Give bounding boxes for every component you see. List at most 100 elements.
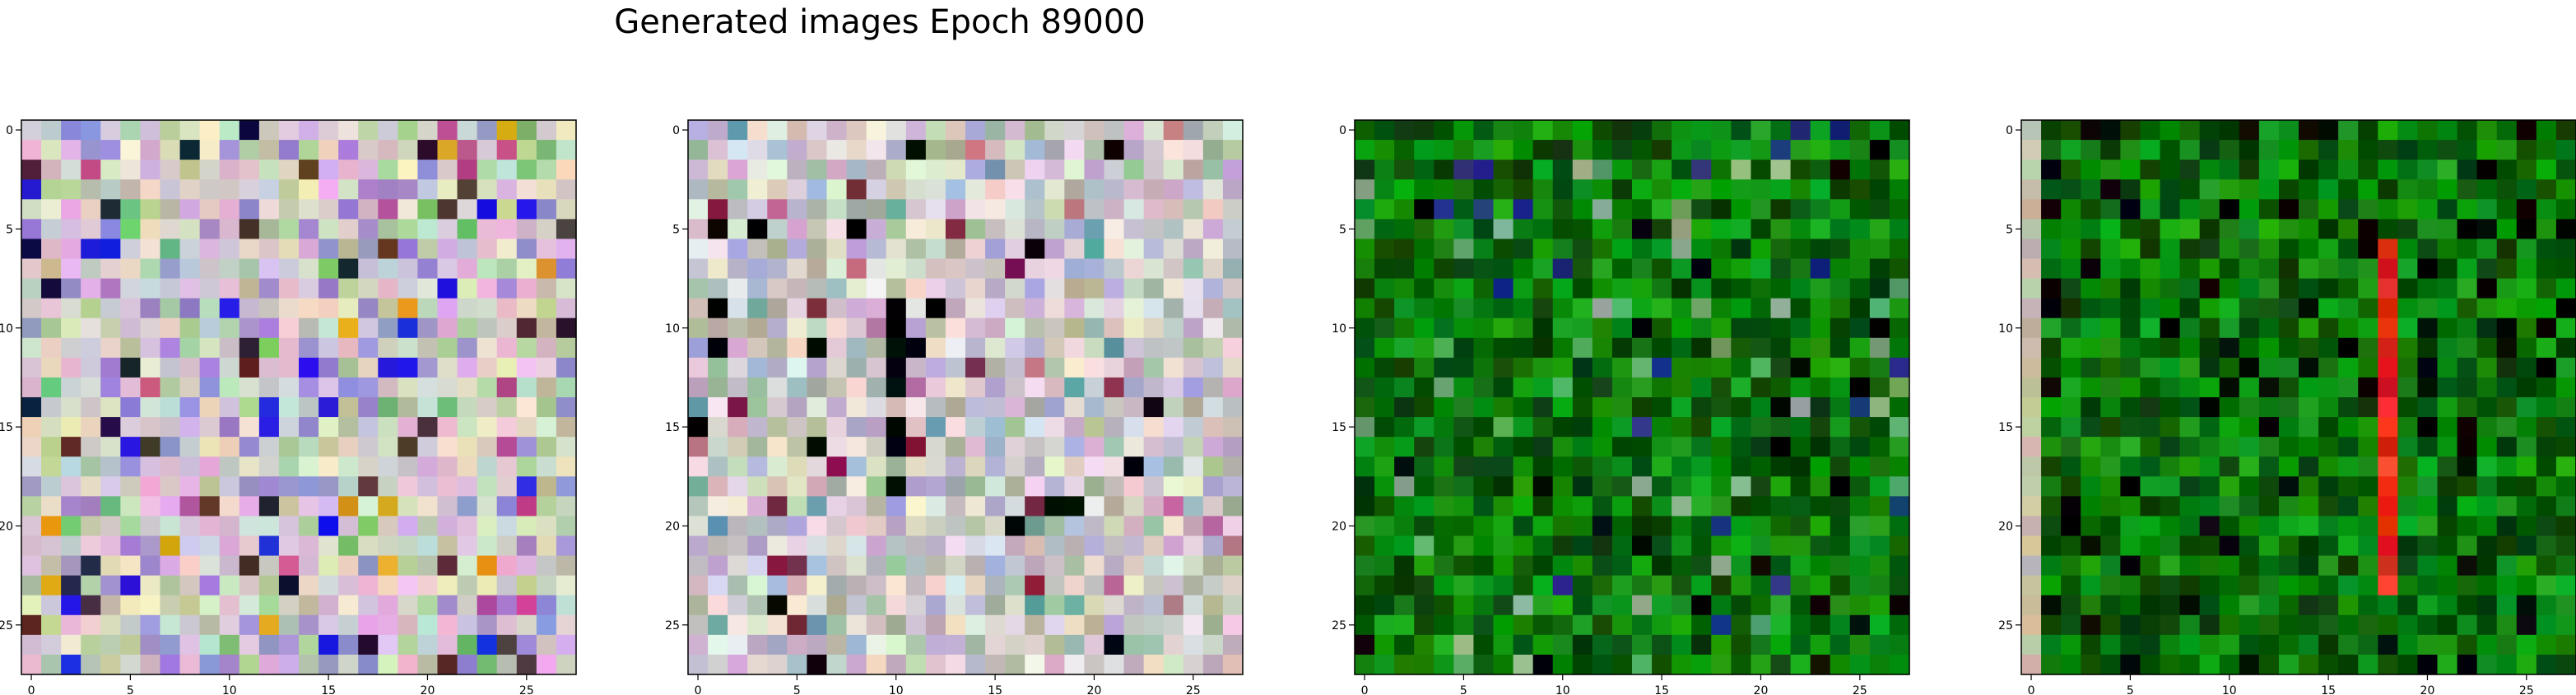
pixel-cell — [1493, 337, 1514, 359]
pixel-cell — [965, 298, 986, 319]
pixel-cell — [556, 437, 577, 457]
pixel-cell — [985, 199, 1006, 220]
pixel-cell — [747, 654, 768, 675]
pixel-cell — [1414, 654, 1434, 675]
x-tick-label: 0 — [2028, 684, 2035, 695]
pixel-cell — [457, 199, 478, 220]
pixel-cell — [81, 496, 101, 517]
pixel-cell — [1552, 555, 1574, 577]
pixel-cell — [2536, 595, 2557, 616]
pixel-cell — [1532, 437, 1554, 457]
pixel-cell — [1632, 357, 1653, 378]
pixel-cell — [1810, 575, 1831, 596]
pixel-cell — [1123, 397, 1145, 418]
pixel-cell — [556, 377, 577, 398]
pixel-cell — [1123, 160, 1145, 180]
pixel-cell — [2041, 417, 2062, 438]
pixel-cell — [219, 140, 240, 160]
pixel-cell — [846, 614, 867, 636]
pixel-cell — [2061, 476, 2081, 497]
pixel-cell — [1414, 160, 1434, 180]
pixel-cell — [807, 535, 828, 557]
pixel-cell — [2536, 377, 2557, 398]
pixel-cell — [1552, 397, 1574, 418]
pixel-cell — [338, 258, 359, 280]
pixel-cell — [100, 140, 121, 160]
pixel-cell — [1202, 496, 1224, 517]
pixel-cell — [1222, 575, 1244, 596]
pixel-cell — [378, 575, 398, 596]
pixel-cell — [2081, 595, 2101, 616]
pixel-cell — [2219, 476, 2240, 497]
pixel-cell — [1473, 437, 1495, 457]
pixel-cell — [2417, 120, 2439, 141]
pixel-cell — [2041, 317, 2062, 339]
pixel-cell — [1731, 278, 1752, 299]
pixel-cell — [100, 535, 121, 557]
pixel-cell — [2258, 179, 2280, 200]
pixel-cell — [1414, 417, 1434, 438]
pixel-cell — [258, 179, 280, 200]
pixel-cell — [1434, 456, 1454, 477]
pixel-cell — [2397, 456, 2419, 477]
pixel-cell — [2100, 397, 2121, 418]
pixel-cell — [2140, 357, 2161, 378]
pixel-cell — [1355, 298, 1375, 319]
pixel-cell — [417, 614, 439, 636]
pixel-cell — [160, 555, 181, 577]
x-tick-label: 5 — [127, 684, 134, 695]
pixel-cell — [457, 140, 478, 160]
pixel-cell — [1592, 239, 1613, 260]
pixel-cell — [2476, 437, 2498, 457]
pixel-cell — [2199, 160, 2220, 180]
pixel-cell — [516, 496, 537, 517]
pixel-cell — [437, 317, 458, 339]
pixel-cell — [1005, 357, 1025, 378]
pixel-cell — [1005, 575, 1025, 596]
pixel-cell — [239, 397, 260, 418]
pixel-cell — [299, 595, 319, 616]
pixel-cell — [2278, 298, 2299, 319]
pixel-cell — [787, 120, 808, 141]
pixel-cell — [1810, 179, 1831, 200]
pixel-cell — [826, 654, 848, 675]
pixel-cell — [2496, 595, 2518, 616]
pixel-cell — [1084, 278, 1105, 299]
pixel-cell — [1632, 437, 1653, 457]
pixel-cell — [1025, 140, 1045, 160]
pixel-cell — [338, 654, 359, 675]
pixel-cell — [2299, 516, 2319, 537]
pixel-cell — [398, 258, 419, 280]
pixel-cell — [2199, 614, 2220, 636]
pixel-cell — [1143, 120, 1165, 141]
pixel-cell — [1513, 258, 1534, 280]
pixel-cell — [2378, 357, 2398, 378]
pixel-cell — [1104, 258, 1125, 280]
pixel-cell — [708, 239, 728, 260]
pixel-cell — [1493, 516, 1514, 537]
pixel-cell — [2061, 397, 2081, 418]
pixel-cell — [1473, 595, 1495, 616]
pixel-cell — [2160, 140, 2181, 160]
pixel-cell — [1790, 595, 1811, 616]
x-tick-label: 15 — [1654, 684, 1669, 695]
pixel-cell — [1394, 397, 1415, 418]
pixel-cell — [2199, 397, 2220, 418]
pixel-cell — [2476, 417, 2498, 438]
pixel-cell — [100, 120, 121, 141]
pixel-cell — [2081, 496, 2101, 517]
pixel-cell — [2378, 179, 2398, 200]
pixel-cell — [728, 357, 748, 378]
pixel-cell — [1123, 575, 1145, 596]
pixel-cell — [2140, 377, 2161, 398]
pixel-cell — [258, 140, 280, 160]
pixel-cell — [1064, 298, 1086, 319]
pixel-cell — [61, 298, 81, 319]
pixel-cell — [2318, 595, 2339, 616]
pixel-cell — [1572, 179, 1593, 200]
pixel-cell — [2496, 337, 2518, 359]
pixel-cell — [767, 476, 788, 497]
pixel-cell — [1453, 317, 1475, 339]
pixel-cell — [278, 437, 300, 457]
pixel-cell — [2417, 614, 2439, 636]
